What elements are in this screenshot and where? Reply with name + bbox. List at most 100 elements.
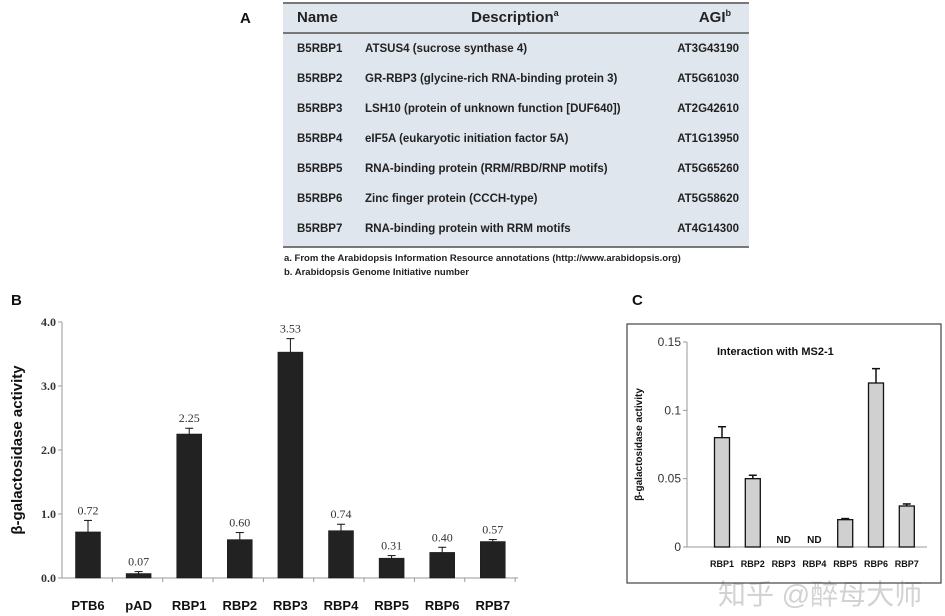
- table-row: B5RBP5 RNA-binding protein (RRM/RBD/RNP m…: [283, 154, 749, 184]
- panel-label-a: A: [240, 10, 251, 27]
- table-cell: Zinc finger protein (CCCH-type): [365, 193, 538, 205]
- table-row: B5RBP1 ATSUS4 (sucrose synthase 4) AT3G431…: [283, 33, 749, 64]
- y-tick-label: 0.0: [41, 571, 56, 585]
- footnote-b: b. Arabidopsis Genome Initiative number: [284, 267, 469, 278]
- x-tick-label: RBP6: [425, 598, 460, 613]
- x-tick-label: RBP5: [833, 559, 857, 569]
- footnote-a: a. From the Arabidopsis Information Reso…: [284, 253, 681, 264]
- bar: [378, 557, 405, 579]
- nd-annotation: ND: [807, 535, 821, 546]
- y-tick-label: 0.05: [658, 472, 682, 486]
- table-cell: ATSUS4 (sucrose synthase 4): [365, 43, 528, 55]
- bar: [75, 531, 101, 579]
- y-tick-label: 0.15: [658, 335, 682, 349]
- bar: [744, 478, 761, 548]
- table-row: B5RBP4 eIF5A (eukaryotic initiation facto…: [283, 124, 749, 154]
- table-cell: B5RBP2: [297, 73, 343, 85]
- table-cell: AT2G42610: [677, 103, 739, 115]
- nd-annotation: ND: [776, 535, 790, 546]
- data-label: 0.07: [128, 555, 149, 569]
- footnote-marker: a: [553, 8, 559, 18]
- bar: [227, 539, 253, 579]
- table-cell: AT1G13950: [677, 133, 739, 145]
- x-tick-label: RBP6: [864, 559, 888, 569]
- data-label: 0.31: [381, 539, 402, 553]
- y-tick-label: 4.0: [41, 315, 56, 329]
- column-header: AGIb: [664, 4, 749, 34]
- y-tick-label: 3.0: [41, 379, 56, 393]
- column-header: Name: [283, 4, 365, 34]
- table-row: B5RBP3 LSH10 (protein of unknown function…: [283, 94, 749, 124]
- table-cell: AT5G65260: [677, 163, 739, 175]
- y-tick-label: 1.0: [41, 507, 56, 521]
- table-cell: B5RBP5: [297, 163, 343, 175]
- table-cell: RNA-binding protein (RRM/RBD/RNP motifs): [365, 163, 608, 175]
- data-label: 0.74: [331, 507, 352, 521]
- x-tick-label: RBP2: [222, 598, 257, 613]
- table-cell: GR-RBP3 (glycine-rich RNA-binding protei…: [365, 73, 618, 85]
- x-tick-label: RBP4: [324, 598, 359, 613]
- data-label: 0.60: [229, 516, 250, 530]
- panel-label-c: C: [632, 292, 643, 309]
- bar: [125, 573, 152, 579]
- table-cell: B5RBP1: [297, 43, 343, 55]
- data-label: 0.72: [78, 503, 99, 517]
- data-label: 0.57: [482, 523, 503, 537]
- table-cell: RNA-binding protein with RRM motifs: [365, 223, 571, 235]
- x-tick-label: pAD: [125, 598, 152, 613]
- table-cell: AT5G58620: [677, 193, 739, 205]
- table-cell: AT3G43190: [677, 43, 739, 55]
- table-cell: B5RBP6: [297, 193, 343, 205]
- table-cell: eIF5A (eukaryotic initiation factor 5A): [365, 133, 569, 145]
- y-tick-label: 0.1: [664, 403, 681, 417]
- table-cell: B5RBP4: [297, 133, 343, 145]
- x-tick-label: RBP1: [172, 598, 207, 613]
- chart-c-frame: [626, 323, 942, 584]
- table-header: Name Descriptiona AGIb: [283, 4, 749, 34]
- x-tick-label: RBP7: [895, 559, 919, 569]
- bar: [480, 541, 506, 579]
- table-cell: B5RBP7: [297, 223, 343, 235]
- table-row: B5RBP6 Zinc finger protein (CCCH-type) AT5…: [283, 184, 749, 214]
- header-text: Description: [471, 9, 554, 26]
- y-tick-label: 0: [674, 540, 681, 554]
- table-cell: B5RBP3: [297, 103, 343, 115]
- chart-title: Interaction with MS2-1: [717, 346, 834, 358]
- data-label: 2.25: [179, 411, 200, 425]
- table-row: B5RBP7 RNA-binding protein with RRM motif…: [283, 214, 749, 244]
- x-tick-label: PTB6: [71, 598, 104, 613]
- footnote-marker: b: [725, 8, 732, 18]
- data-label: 0.40: [432, 530, 453, 544]
- gene-table: Name Descriptiona AGIb B5RBP1 ATSUS4 (sucro…: [283, 2, 749, 248]
- bar: [176, 433, 202, 579]
- x-tick-label: RPB7: [475, 598, 510, 613]
- table-row: B5RBP2 GR-RBP3 (glycine-rich RNA-binding …: [283, 64, 749, 94]
- table-cell: AT5G61030: [677, 73, 739, 85]
- table-body: B5RBP1 ATSUS4 (sucrose synthase 4) AT3G431…: [283, 33, 749, 244]
- y-axis-label: β-galactosidase activity: [634, 388, 645, 501]
- header-text: Name: [297, 9, 338, 26]
- x-tick-label: RBP1: [710, 559, 734, 569]
- bar: [837, 519, 854, 548]
- x-tick-label: RBP4: [802, 559, 826, 569]
- x-tick-label: RBP3: [273, 598, 308, 613]
- y-tick-label: 2.0: [41, 443, 56, 457]
- bar: [328, 530, 354, 579]
- data-label: 3.53: [280, 322, 301, 336]
- x-tick-label: RBP2: [741, 559, 765, 569]
- bar: [429, 552, 455, 579]
- watermark: 知乎 @醉母大师: [718, 579, 922, 610]
- bar: [867, 382, 885, 548]
- y-axis-label: β-galactosidase activity: [9, 365, 26, 535]
- bar: [277, 351, 304, 579]
- panel-label-b: B: [11, 292, 22, 309]
- x-tick-label: RBP5: [374, 598, 409, 613]
- table-cell: AT4G14300: [677, 223, 739, 235]
- column-header: Descriptiona: [365, 4, 665, 34]
- bar: [898, 505, 915, 548]
- table-cell: LSH10 (protein of unknown function [DUF6…: [365, 103, 621, 115]
- bar: [713, 437, 731, 548]
- x-tick-label: RBP3: [772, 559, 796, 569]
- header-text: AGI: [698, 9, 726, 26]
